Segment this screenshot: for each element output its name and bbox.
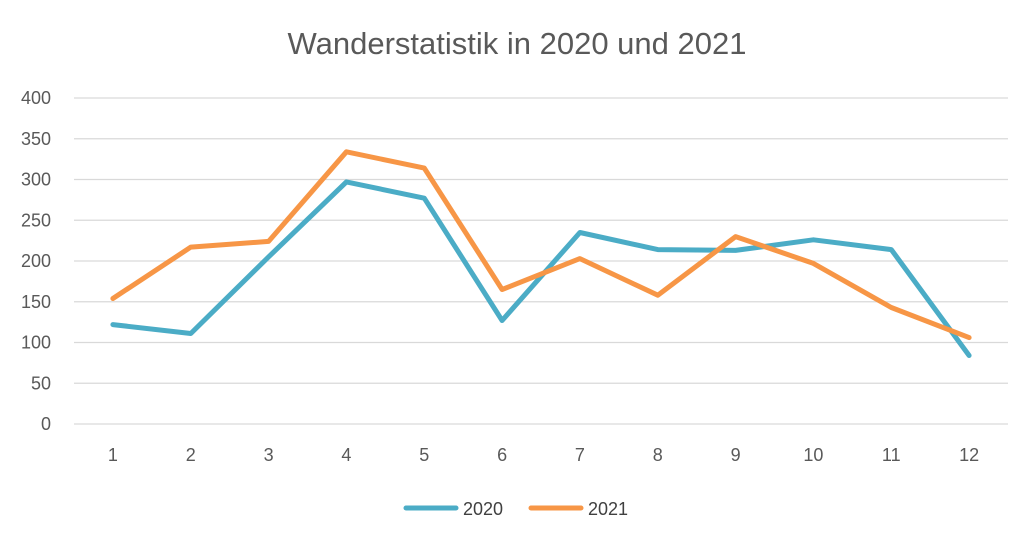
- x-tick-label: 1: [108, 445, 118, 465]
- y-tick-label: 0: [41, 414, 51, 434]
- y-tick-label: 200: [21, 251, 51, 271]
- chart-title: Wanderstatistik in 2020 und 2021: [288, 26, 747, 61]
- legend: 2020 2021: [403, 499, 628, 519]
- y-tick-label: 50: [31, 373, 51, 393]
- legend-label-2021: 2021: [588, 499, 628, 519]
- y-tick-label: 400: [21, 88, 51, 108]
- x-tick-label: 11: [882, 445, 901, 465]
- y-tick-label: 300: [21, 170, 51, 190]
- y-tick-label: 250: [21, 210, 51, 230]
- x-axis-ticks: 1 2 3 4 5 6 7 8 9 10 11 12: [108, 445, 979, 465]
- y-tick-label: 100: [21, 333, 51, 353]
- x-tick-label: 5: [419, 445, 429, 465]
- x-tick-label: 6: [497, 445, 507, 465]
- x-tick-label: 4: [341, 445, 351, 465]
- y-tick-label: 350: [21, 129, 51, 149]
- x-tick-label: 7: [575, 445, 585, 465]
- x-tick-label: 8: [653, 445, 663, 465]
- series-line-2021: [110, 149, 972, 341]
- y-tick-label: 150: [21, 292, 51, 312]
- x-tick-label: 12: [959, 445, 979, 465]
- legend-label-2020: 2020: [463, 499, 503, 519]
- series-lines: [110, 149, 972, 358]
- y-axis-ticks: 0 50 100 150 200 250 300 350 400: [21, 88, 51, 434]
- x-tick-label: 9: [731, 445, 741, 465]
- gridlines: [74, 97, 1008, 425]
- x-tick-label: 3: [264, 445, 274, 465]
- x-tick-label: 2: [186, 445, 196, 465]
- x-tick-label: 10: [803, 445, 823, 465]
